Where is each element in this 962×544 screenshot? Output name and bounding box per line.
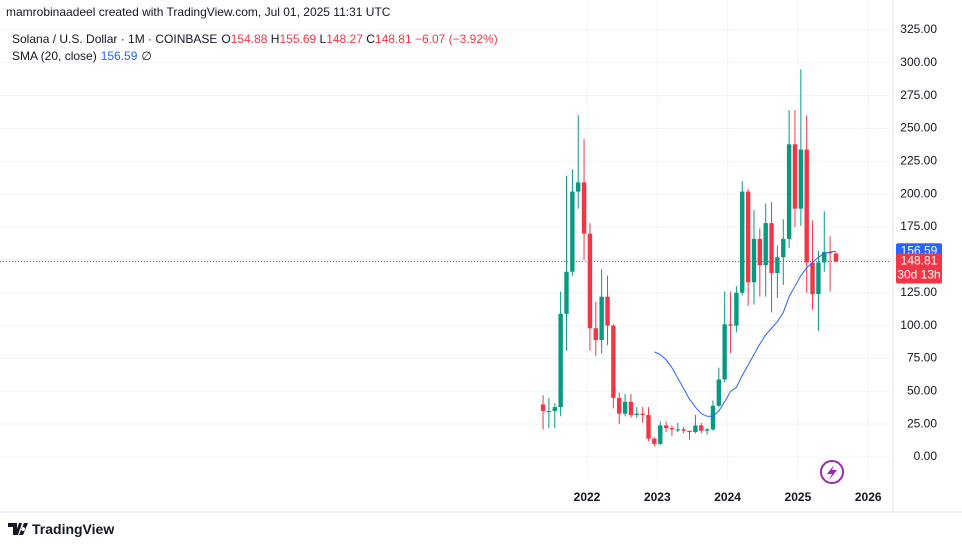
x-tick-label: 2023: [644, 490, 671, 504]
candle-body: [628, 401, 634, 415]
candle-body: [827, 252, 833, 254]
candle-body: [693, 425, 698, 433]
candle-body: [775, 257, 780, 274]
candle-body: [681, 429, 686, 431]
change: −6.07 (−3.92%): [414, 32, 498, 46]
candle-body: [716, 379, 722, 406]
candle-body: [687, 430, 692, 433]
x-tick-label: 2026: [855, 490, 882, 504]
candle-body: [652, 438, 657, 444]
y-tick-label: 25.00: [907, 416, 937, 430]
countdown-label: 30d 13h: [897, 268, 940, 282]
y-tick-label: 200.00: [900, 186, 937, 200]
candle-body: [740, 191, 745, 293]
candle-body: [781, 238, 786, 258]
candle-body: [646, 414, 651, 439]
y-tick-label: 275.00: [900, 88, 937, 102]
candle-body: [669, 428, 675, 430]
x-tick-label: 2025: [785, 490, 812, 504]
credit: mamrobinaadeel created with TradingView.…: [6, 5, 391, 19]
symbol-legend: Solana / U.S. Dollar · 1M · COINBASE O15…: [12, 32, 498, 46]
o-value: 154.88: [230, 32, 268, 46]
candle-body: [622, 401, 628, 414]
candle-body: [699, 425, 704, 431]
candle-body: [611, 325, 616, 398]
candle-body: [552, 407, 558, 412]
candle-body: [798, 149, 804, 209]
candle-body: [734, 292, 739, 326]
candle-body: [792, 144, 798, 209]
footer-text: TradingView: [32, 521, 115, 537]
candle-body: [640, 413, 645, 415]
y-tick-label: 225.00: [900, 154, 937, 168]
candle-body: [810, 262, 815, 295]
sma-name: SMA (20, close): [12, 49, 97, 63]
l-letter: L: [319, 32, 327, 46]
candle-body: [599, 296, 604, 341]
candle-body: [763, 223, 768, 266]
sma-legend: SMA (20, close) 156.59 ∅: [12, 49, 152, 63]
candle-body: [757, 238, 763, 266]
candle-body: [833, 253, 839, 262]
candle-body: [710, 405, 716, 430]
c-letter: C: [366, 32, 375, 46]
candle-body: [558, 313, 563, 408]
plot: 0.0025.0050.0075.00100.00125.00150.00175…: [0, 0, 942, 504]
y-tick-label: 0.00: [914, 449, 938, 463]
footer-logo: TradingView: [8, 521, 114, 537]
symbol-title: Solana / U.S. Dollar · 1M · COINBASE: [12, 32, 218, 46]
o-letter: O: [221, 32, 231, 46]
x-tick-label: 2024: [714, 490, 741, 504]
ohlc: O154.88 H155.69 L148.27 C148.81 −6.07 (−…: [221, 32, 497, 46]
logo-icon: [8, 523, 28, 535]
y-tick-label: 75.00: [907, 351, 937, 365]
y-tick-label: 300.00: [900, 55, 937, 69]
h-letter: H: [270, 32, 280, 46]
candle-body: [745, 191, 751, 283]
x-tick-label: 2022: [574, 490, 601, 504]
candle-body: [634, 413, 639, 415]
candle-body: [605, 296, 610, 326]
candle-body: [540, 404, 546, 412]
candle-body: [663, 425, 669, 429]
candle-body: [704, 429, 710, 431]
candle-body: [593, 328, 598, 341]
candle-body: [816, 262, 821, 295]
candle-body: [822, 252, 827, 263]
sma-value: 156.59: [100, 49, 138, 63]
candle-body: [675, 429, 681, 431]
sma-line: [654, 250, 837, 417]
y-tick-label: 100.00: [900, 318, 937, 332]
y-tick-label: 125.00: [900, 285, 937, 299]
y-tick-label: 325.00: [900, 22, 937, 36]
replay-icon[interactable]: [820, 460, 844, 484]
l-value: 148.27: [326, 32, 363, 46]
candle-body: [576, 182, 581, 192]
candle-body: [728, 324, 733, 326]
h-value: 155.69: [279, 32, 317, 46]
candle-body: [786, 144, 792, 239]
candle-body: [722, 324, 727, 380]
candle-body: [751, 238, 757, 283]
y-tick-label: 250.00: [900, 121, 937, 135]
candle-body: [581, 182, 587, 234]
candle-body: [587, 233, 593, 329]
y-tick-label: 50.00: [907, 383, 937, 397]
candle-body: [769, 223, 774, 274]
candle-body: [546, 411, 552, 413]
candle-body: [617, 397, 622, 414]
sma-flag: ∅: [141, 49, 152, 63]
c-value: 148.81: [374, 32, 412, 46]
candle-body: [570, 191, 575, 272]
candle-body: [564, 271, 569, 314]
last-price-label: 148.81: [901, 254, 938, 268]
last-price-box: [896, 253, 942, 284]
candle-body: [658, 425, 663, 444]
candle-body: [804, 149, 809, 263]
y-tick-label: 175.00: [900, 219, 937, 233]
